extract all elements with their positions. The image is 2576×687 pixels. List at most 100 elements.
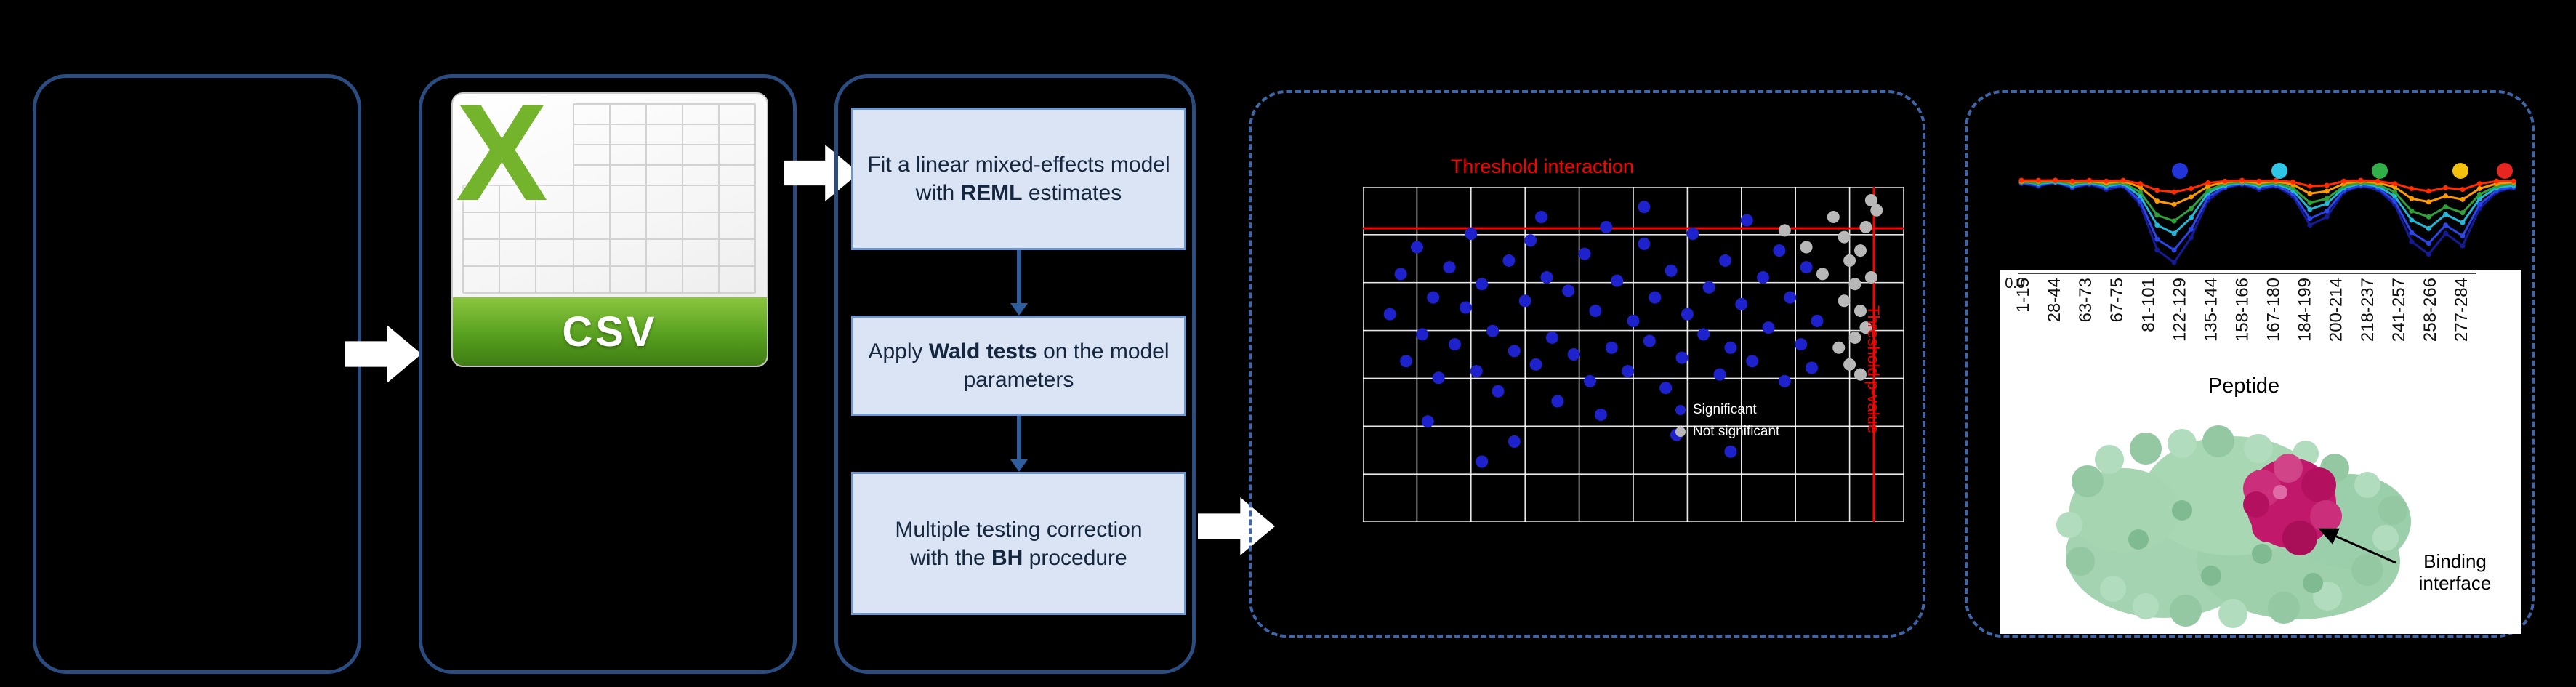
peptide-tick-label: 122-129 bbox=[2170, 278, 2189, 342]
uptake-marker bbox=[2290, 179, 2296, 185]
peptide-tick-label: 277-284 bbox=[2452, 278, 2471, 342]
scatter-point bbox=[1778, 374, 1791, 387]
scatter-point bbox=[1800, 241, 1813, 254]
uptake-marker bbox=[2392, 189, 2398, 195]
peptide-tick-label: 67-75 bbox=[2107, 278, 2127, 322]
uptake-marker bbox=[2069, 178, 2075, 184]
scatter-point bbox=[1853, 368, 1867, 381]
scatter-point bbox=[1740, 214, 1753, 227]
timepoint-dot-icon bbox=[2497, 163, 2513, 179]
timepoint-dot-icon bbox=[2452, 163, 2468, 179]
uptake-marker bbox=[2426, 188, 2431, 194]
scatter-point bbox=[1811, 314, 1824, 327]
scatter-point bbox=[1838, 230, 1851, 244]
scatter-point bbox=[1806, 361, 1819, 374]
scatter-point bbox=[1638, 237, 1651, 250]
peptide-tick-label: 200-214 bbox=[2327, 278, 2346, 342]
scatter-point bbox=[1724, 341, 1737, 354]
peptide-panel-svg: 0.0 1-15 28-44 63-73 67-75 81-101 122-129 135-… bbox=[2005, 273, 2476, 628]
timepoint-dot-icon bbox=[2172, 163, 2188, 179]
scatter-point bbox=[1578, 247, 1591, 260]
uptake-marker bbox=[2426, 225, 2431, 231]
scatter-svg bbox=[1362, 186, 1904, 523]
uptake-marker bbox=[2188, 214, 2194, 220]
step-bh-correction: Multiple testing correction with the BH p… bbox=[851, 472, 1186, 615]
peptide-tick-label: 218-237 bbox=[2358, 278, 2378, 342]
scatter-point bbox=[1383, 308, 1396, 321]
uptake-marker bbox=[2307, 200, 2313, 206]
uptake-marker bbox=[2324, 214, 2330, 220]
uptake-marker bbox=[2205, 180, 2211, 186]
uptake-marker bbox=[2426, 241, 2431, 246]
uptake-marker bbox=[2273, 177, 2279, 183]
uptake-marker bbox=[2426, 252, 2431, 257]
step-reml-model: Fit a linear mixed-effects model with RE… bbox=[851, 108, 1186, 250]
scatter-point bbox=[1675, 351, 1689, 364]
legend-swatch-icon bbox=[1675, 405, 1686, 415]
scatter-point bbox=[1795, 338, 1808, 351]
uptake-marker bbox=[2443, 222, 2449, 228]
uptake-marker bbox=[2222, 178, 2228, 184]
scatter-point bbox=[1697, 328, 1710, 341]
uptake-marker bbox=[2460, 210, 2466, 216]
scatter-point bbox=[1718, 254, 1731, 267]
scatter-point bbox=[1524, 234, 1537, 247]
legend-label: Significant bbox=[1693, 402, 1757, 417]
uptake-marker bbox=[2460, 196, 2466, 202]
uptake-marker bbox=[2476, 181, 2482, 187]
csv-file-icon: X CSV bbox=[451, 76, 768, 367]
scatter-point bbox=[1627, 314, 1640, 327]
peptide-tick-label: 158-166 bbox=[2232, 278, 2252, 342]
scatter-point bbox=[1853, 244, 1867, 257]
peptide-tick-label: 167-180 bbox=[2264, 278, 2284, 342]
peptide-tick-label: 258-266 bbox=[2420, 278, 2440, 342]
uptake-marker bbox=[2409, 217, 2415, 223]
scatter-point bbox=[1735, 297, 1748, 310]
legend-label: Not significant bbox=[1693, 424, 1780, 439]
scatter-point bbox=[1746, 355, 1759, 368]
uptake-line bbox=[2021, 179, 2513, 193]
uptake-marker bbox=[2205, 188, 2211, 193]
input-stage-box bbox=[33, 74, 361, 674]
scatter-point bbox=[1702, 281, 1715, 294]
uptake-marker bbox=[2307, 206, 2313, 212]
scatter-point bbox=[1681, 308, 1694, 321]
uptake-marker bbox=[2154, 212, 2160, 218]
scatter-point bbox=[1659, 382, 1673, 395]
peptide-tick-label: 1-15 bbox=[2013, 278, 2033, 313]
scatter-point bbox=[1816, 268, 1829, 281]
peptide-tick-label: 241-257 bbox=[2389, 278, 2409, 342]
uptake-marker bbox=[2256, 178, 2262, 184]
scatter-point bbox=[1492, 385, 1505, 398]
uptake-marker bbox=[2086, 177, 2092, 183]
scatter-point bbox=[1864, 270, 1877, 284]
scatter-point bbox=[1773, 244, 1786, 257]
step-wald-tests: Apply Wald tests on the model parameters bbox=[851, 316, 1186, 416]
scatter-legend: Significant Not significant bbox=[1675, 402, 1779, 440]
uptake-marker bbox=[2171, 189, 2177, 195]
uptake-marker bbox=[2104, 178, 2109, 184]
peptide-tick-label: 63-73 bbox=[2076, 278, 2096, 322]
uptake-marker bbox=[2511, 178, 2516, 184]
uptake-marker bbox=[2188, 235, 2194, 241]
uptake-marker bbox=[2443, 193, 2449, 199]
uptake-marker bbox=[2307, 216, 2313, 222]
uptake-marker bbox=[2018, 177, 2024, 183]
binding-interface-region bbox=[2243, 454, 2342, 555]
scatter-point bbox=[1611, 274, 1624, 287]
scatter-point bbox=[1800, 261, 1813, 274]
uptake-marker bbox=[2171, 260, 2177, 265]
uptake-marker bbox=[2171, 230, 2177, 236]
scatter-point bbox=[1870, 204, 1883, 217]
scatter-point bbox=[1427, 291, 1440, 304]
peptide-tick-label: 81-101 bbox=[2138, 278, 2158, 332]
uptake-marker bbox=[2188, 206, 2194, 212]
uptake-marker bbox=[2460, 233, 2466, 239]
uptake-marker bbox=[2307, 183, 2313, 189]
scatter-point bbox=[1486, 324, 1500, 337]
binding-annotation-arrow-icon bbox=[2318, 528, 2396, 564]
y-axis-tick-label: 0.0 bbox=[2005, 276, 2025, 292]
uptake-marker bbox=[2460, 220, 2466, 225]
uptake-marker bbox=[2409, 196, 2415, 201]
scatter-point bbox=[1638, 201, 1651, 214]
